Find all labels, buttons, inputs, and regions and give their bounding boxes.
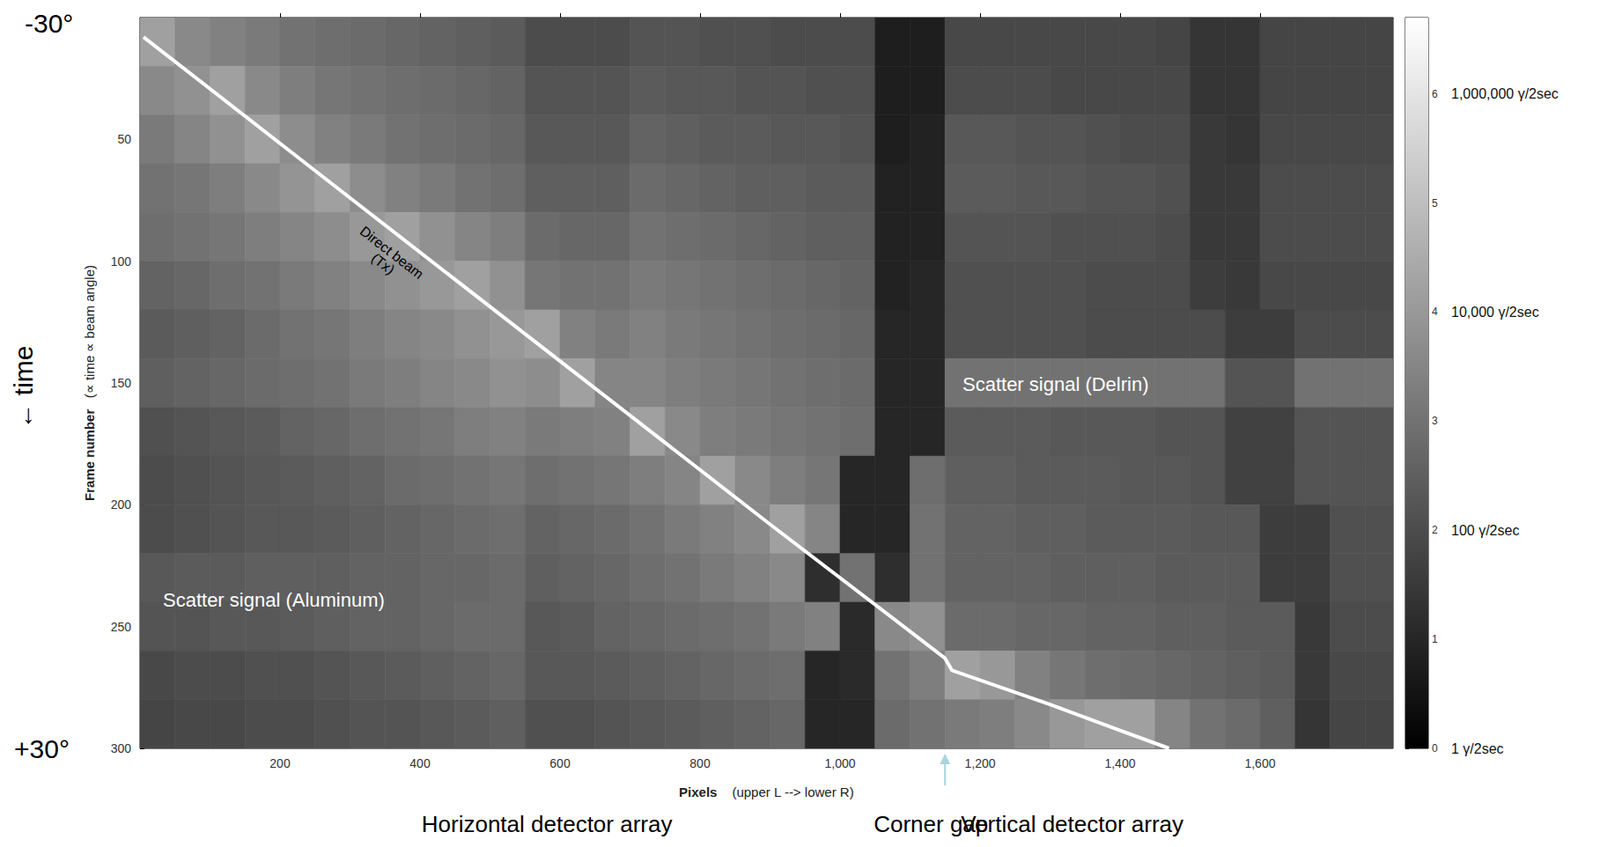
- svg-text:1,400: 1,400: [1104, 756, 1136, 771]
- svg-text:100 γ/2sec: 100 γ/2sec: [1451, 523, 1519, 539]
- svg-text:(Tx): (Tx): [368, 250, 399, 278]
- svg-text:4: 4: [1431, 305, 1438, 318]
- svg-text:+30°: +30°: [14, 734, 70, 764]
- svg-text:100: 100: [110, 254, 133, 269]
- svg-text:-30°: -30°: [24, 8, 74, 38]
- svg-text:50: 50: [117, 132, 132, 147]
- svg-text:10,000 γ/2sec: 10,000 γ/2sec: [1451, 304, 1540, 320]
- svg-text:300: 300: [110, 741, 133, 756]
- svg-text:← time: ← time: [8, 345, 38, 429]
- svg-text:150: 150: [110, 376, 133, 391]
- svg-text:0: 0: [1431, 742, 1438, 755]
- svg-text:200: 200: [110, 497, 133, 512]
- svg-text:Pixels: Pixels: [678, 784, 729, 800]
- svg-text:1: 1: [1431, 633, 1438, 646]
- svg-text:(upper L --> lower R): (upper L --> lower R): [728, 784, 854, 800]
- svg-text:1,000: 1,000: [824, 756, 856, 771]
- svg-text:1,000,000 γ/2sec: 1,000,000 γ/2sec: [1451, 86, 1559, 102]
- svg-text:3: 3: [1431, 414, 1438, 428]
- svg-text:(∝ time ∝ beam angle): (∝ time ∝ beam angle): [81, 265, 97, 402]
- svg-text:Direct beam: Direct beam: [357, 223, 428, 282]
- svg-text:5: 5: [1431, 197, 1438, 210]
- svg-text:1,200: 1,200: [964, 756, 996, 771]
- svg-text:Scatter signal (Delrin): Scatter signal (Delrin): [962, 373, 1150, 396]
- svg-text:200: 200: [269, 756, 291, 771]
- svg-text:Frame number: Frame number: [81, 401, 97, 502]
- svg-text:6: 6: [1431, 88, 1438, 101]
- svg-text:800: 800: [689, 756, 711, 771]
- svg-text:Vertical detector array: Vertical detector array: [960, 811, 1184, 838]
- svg-text:1 γ/2sec: 1 γ/2sec: [1451, 741, 1505, 757]
- svg-text:Horizontal detector array: Horizontal detector array: [421, 811, 673, 838]
- svg-text:Corner gap: Corner gap: [873, 811, 989, 838]
- svg-text:600: 600: [549, 756, 571, 771]
- svg-text:2: 2: [1431, 523, 1438, 537]
- svg-text:400: 400: [409, 756, 431, 771]
- svg-text:Scatter signal (Aluminum): Scatter signal (Aluminum): [162, 589, 385, 612]
- svg-text:1,600: 1,600: [1244, 756, 1276, 771]
- svg-text:250: 250: [110, 619, 133, 635]
